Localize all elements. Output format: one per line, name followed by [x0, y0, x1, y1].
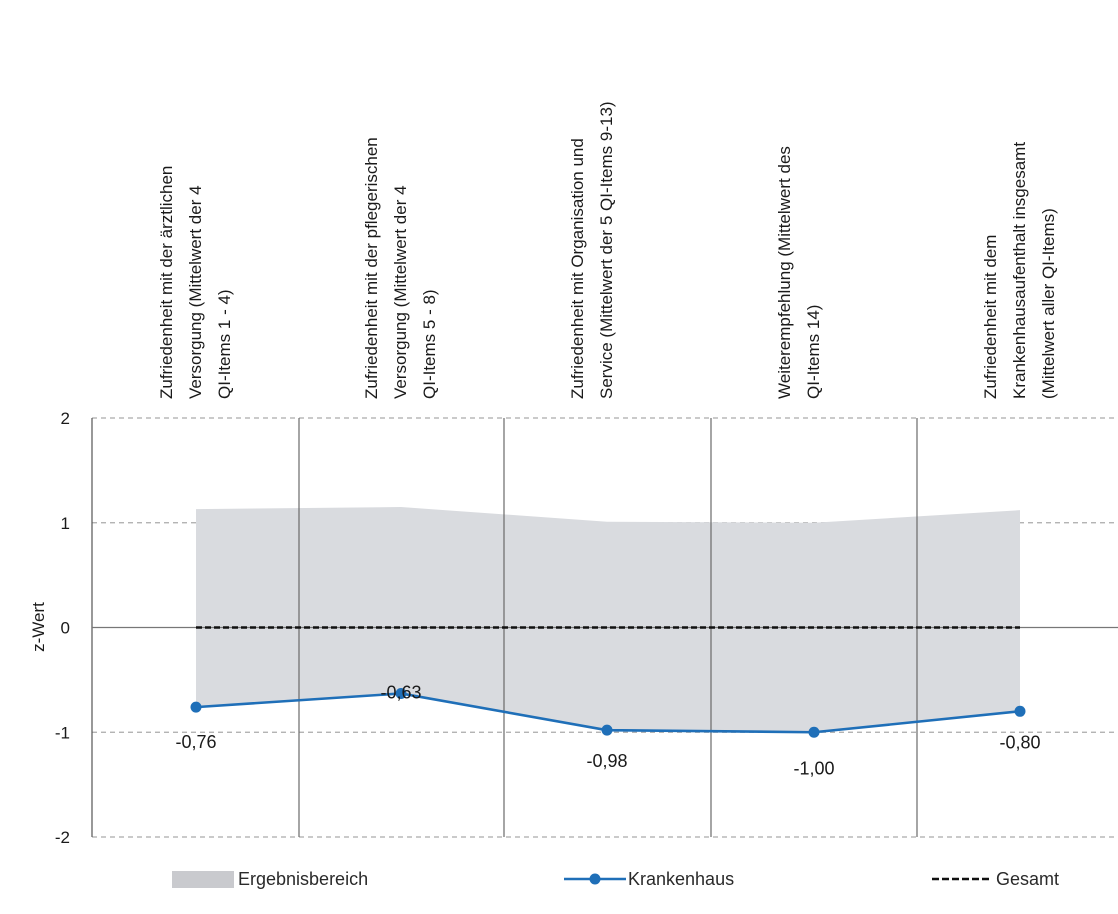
- category-label-line: Zufriedenheit mit der ärztlichen: [157, 166, 176, 399]
- legend-label-krankenhaus: Krankenhaus: [628, 869, 734, 889]
- data-label: -0,76: [175, 732, 216, 752]
- category-label-line: (Mittelwert aller QI-Items): [1039, 208, 1058, 399]
- category-label-line: QI-Items 1 - 4): [215, 289, 234, 399]
- krankenhaus-point: [808, 726, 820, 738]
- krankenhaus-point: [395, 687, 407, 699]
- category-label-line: Versorgung (Mittelwert der 4: [186, 185, 205, 399]
- data-label: -0,98: [586, 751, 627, 771]
- krankenhaus-point: [1014, 705, 1026, 717]
- result-band: [196, 507, 1020, 733]
- legend-label-ergebnisbereich: Ergebnisbereich: [238, 869, 368, 889]
- y-tick-labels: 2 1 0 -1 -2: [55, 409, 70, 847]
- y-tick-label: -1: [55, 723, 70, 742]
- category-label-line: Zufriedenheit mit dem: [981, 235, 1000, 399]
- legend-label-gesamt: Gesamt: [996, 869, 1059, 889]
- category-labels: Zufriedenheit mit der ärztlichen Versorgu…: [157, 101, 1058, 399]
- y-tick-label: -2: [55, 828, 70, 847]
- category-label-line: Service (Mittelwert der 5 QI-Items 9-13): [597, 101, 616, 399]
- data-label: -0,80: [999, 732, 1040, 752]
- legend-marker-krankenhaus: [589, 873, 601, 885]
- category-label-line: Weiterempfehlung (Mittelwert des: [775, 146, 794, 399]
- y-tick-label: 0: [61, 619, 70, 638]
- y-tick-label: 2: [61, 409, 70, 428]
- category-label-line: QI-Items 5 - 8): [420, 289, 439, 399]
- result-band-area: [196, 507, 1020, 733]
- y-tick-label: 1: [61, 514, 70, 533]
- data-label: -0,63: [380, 682, 421, 702]
- data-label: -1,00: [793, 758, 834, 778]
- category-label-line: Zufriedenheit mit Organisation und: [568, 138, 587, 399]
- krankenhaus-series: -0,76 -0,63 -0,98 -1,00 -0,80: [175, 682, 1040, 778]
- category-label-line: Zufriedenheit mit der pflegerischen: [362, 137, 381, 399]
- category-label-line: Krankenhausaufenthalt insgesamt: [1010, 142, 1029, 399]
- legend: Ergebnisbereich Krankenhaus Gesamt: [172, 869, 1059, 889]
- krankenhaus-point: [190, 701, 202, 713]
- legend-swatch-ergebnisbereich: [172, 871, 234, 888]
- krankenhaus-point: [601, 724, 613, 736]
- y-axis-title: z-Wert: [29, 602, 48, 652]
- category-label-line: QI-Items 14): [804, 305, 823, 399]
- category-label-line: Versorgung (Mittelwert der 4: [391, 185, 410, 399]
